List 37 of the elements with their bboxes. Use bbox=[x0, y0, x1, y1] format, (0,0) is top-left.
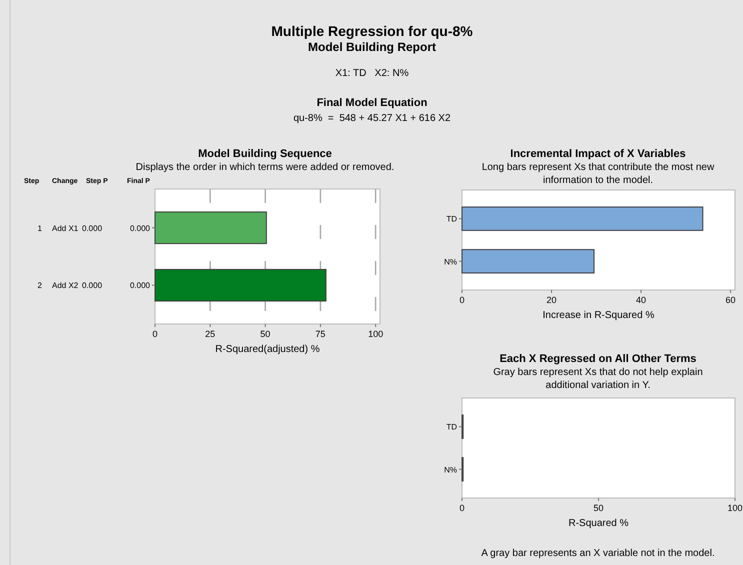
x-tick-label: 40 bbox=[636, 295, 646, 305]
y-tick-label: TD bbox=[446, 422, 458, 432]
text: A gray bar represents an X variable not in the model. bbox=[481, 548, 715, 559]
chart-subtitle: Gray bars represent Xs that do not help explain additional variation in Y. bbox=[493, 367, 703, 391]
text: Multiple Regression for qu-8% bbox=[271, 23, 474, 39]
x-tick-label: 100 bbox=[727, 503, 743, 513]
x-tick-label: 0 bbox=[459, 295, 465, 305]
x-tick-label: 50 bbox=[260, 329, 270, 339]
text: 0.000 bbox=[82, 224, 103, 233]
chart-title: Incremental Impact of X Variables bbox=[510, 148, 686, 160]
x-tick-label: 60 bbox=[726, 295, 736, 305]
x-axis-title: R-Squared(adjusted) % bbox=[215, 344, 320, 355]
x-tick-label: 0 bbox=[152, 329, 158, 339]
x-axis-title: Increase in R-Squared % bbox=[542, 310, 654, 321]
x-tick-label: 0 bbox=[459, 503, 465, 513]
text: qu-8% = 548 + 45.27 X1 + 616 X2 bbox=[293, 113, 451, 124]
chart-title: Each X Regressed on All Other Terms bbox=[500, 353, 696, 365]
text: Model Building Report bbox=[308, 40, 436, 54]
chart-subtitle: Displays the order in which terms were added or removed. bbox=[136, 162, 394, 173]
x-tick-label: 50 bbox=[593, 503, 604, 513]
text: 2 bbox=[38, 281, 43, 290]
text: Add X1 bbox=[52, 224, 79, 233]
text: 1 bbox=[38, 224, 43, 233]
x-axis-title: R-Squared % bbox=[568, 518, 629, 529]
x-tick-label: 100 bbox=[368, 329, 384, 339]
y-tick-label: N% bbox=[444, 465, 457, 474]
chart-subtitle: Long bars represent Xs that contribute the most new information to the model. bbox=[482, 162, 715, 186]
y-tick-label: N% bbox=[444, 257, 457, 266]
chart-title: Model Building Sequence bbox=[198, 148, 332, 160]
text: X1: TD X2: N% bbox=[335, 68, 409, 79]
y-tick-label: TD bbox=[446, 214, 458, 224]
text: Final Model Equation bbox=[316, 97, 428, 109]
x-tick-label: 25 bbox=[205, 329, 216, 339]
text: 0.000 bbox=[82, 281, 103, 290]
text: Add X2 bbox=[52, 281, 79, 290]
x-tick-label: 75 bbox=[315, 329, 326, 339]
x-tick-label: 20 bbox=[546, 295, 557, 305]
